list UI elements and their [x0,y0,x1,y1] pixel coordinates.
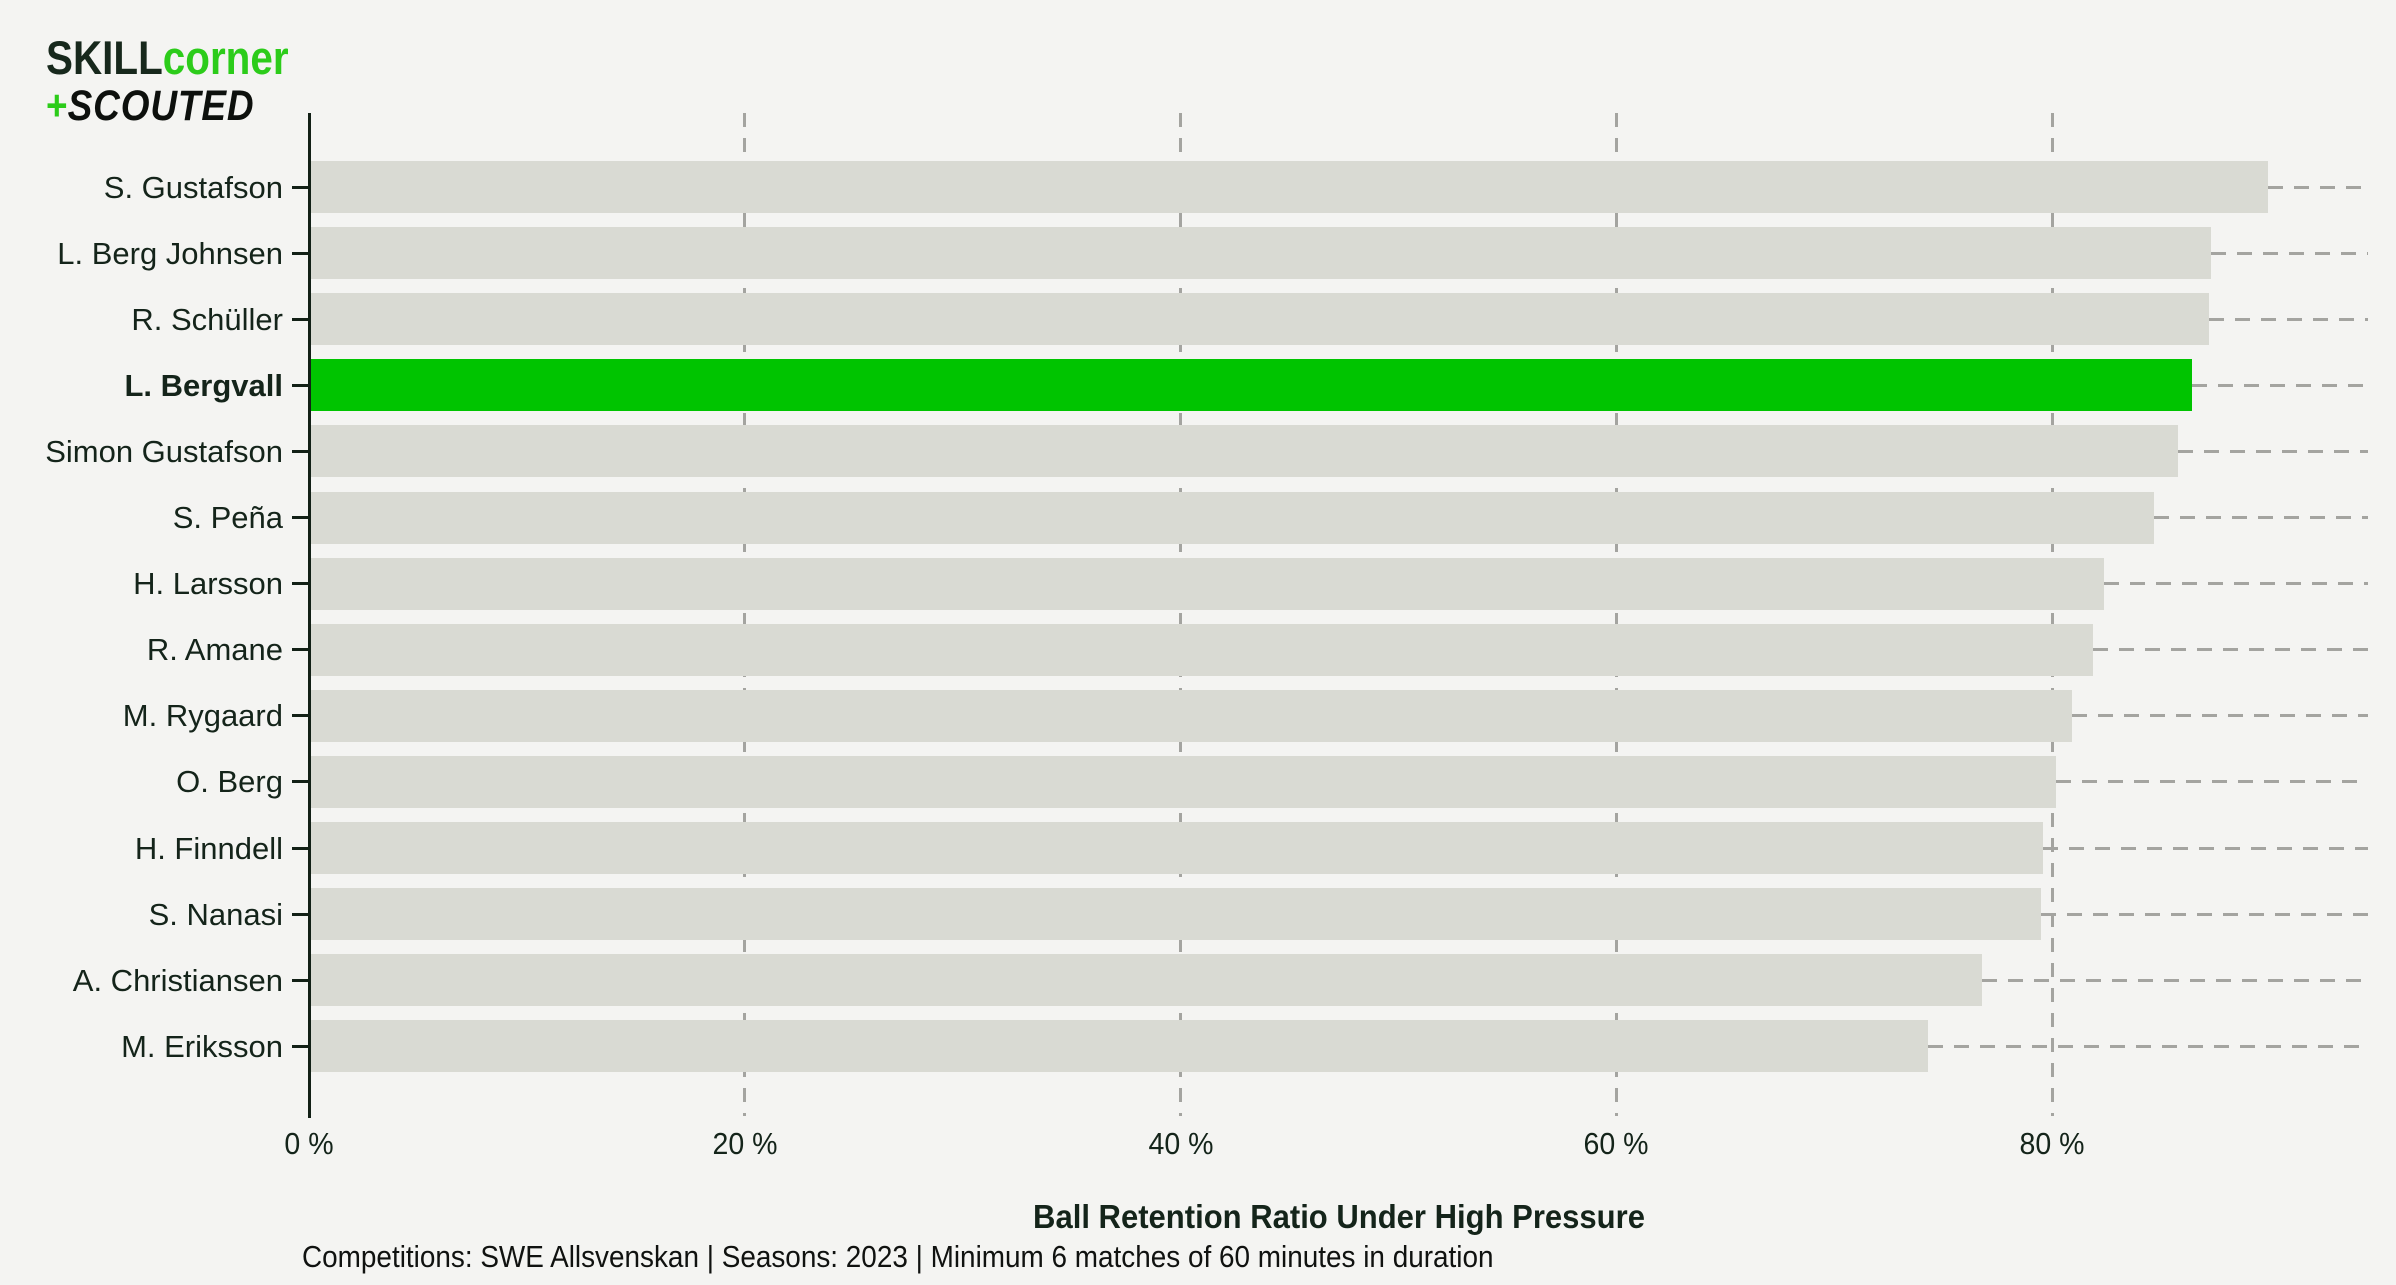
logo-plus-icon: + [46,82,68,130]
x-tick-label-40: 40 % [1148,1126,1214,1161]
y-tick [292,912,309,916]
bar-highlighted [311,359,2192,412]
x-tick-label-0: 0 % [284,1126,334,1161]
y-tick [292,780,309,784]
player-label: L. Berg Johnsen [57,235,283,271]
y-tick [292,648,309,652]
leader-line [1982,978,2368,982]
bar [311,888,2042,941]
bar [311,689,2072,742]
player-label: M. Eriksson [121,1028,283,1064]
player-label: Simon Gustafson [45,433,283,469]
leader-line [1927,1044,2368,1048]
bar [311,557,2105,610]
x-gridline-60 [1614,113,1618,1116]
chart-footnote: Competitions: SWE Allsvenskan | Seasons:… [302,1239,1494,1274]
leader-line [2208,317,2368,321]
leader-line [2043,846,2368,850]
y-axis-spine [308,113,311,1118]
bar [311,227,2212,280]
bar [311,755,2057,808]
player-label: R. Amane [146,632,283,668]
player-label: M. Rygaard [122,698,283,734]
leader-line [2211,251,2368,255]
logo-line-scouted: +SCOUTED [46,85,289,128]
y-tick [292,185,309,189]
y-tick [292,714,309,718]
logo-text-skill: SKILL [46,31,163,84]
y-tick [292,1044,309,1048]
leader-line [2104,582,2368,586]
x-axis-title: Ball Retention Ratio Under High Pressure [1033,1198,1645,1235]
skillcorner-scouted-logo: SKILLcorner +SCOUTED [46,34,289,128]
leader-line [2056,780,2368,784]
x-tick-label-20: 20 % [712,1126,778,1161]
y-tick [292,449,309,453]
bar [311,491,2155,544]
player-label: R. Schüller [131,301,283,337]
logo-text-corner: corner [162,31,289,84]
leader-line [2041,912,2368,916]
bar [311,293,2209,346]
player-label: A. Christiansen [72,962,283,998]
player-label: S. Gustafson [103,169,283,205]
logo-line-skillcorner: SKILLcorner [46,34,289,81]
bar [311,1020,1928,1073]
x-gridline-20 [743,113,747,1116]
bar [311,822,2044,874]
player-label: H. Larsson [133,566,283,602]
y-tick [292,516,309,519]
leader-line [2178,449,2368,453]
bar [311,161,2268,213]
y-tick [292,383,309,387]
bar [311,623,2094,676]
bar [311,954,1983,1007]
y-tick [292,582,309,586]
x-tick-label-80: 80 % [2019,1126,2085,1161]
player-label: L. Bergvall [124,367,284,403]
player-label: H. Finndell [134,830,283,866]
x-gridline-40 [1179,113,1183,1116]
leader-line [2191,383,2368,387]
player-label: S. Peña [172,500,283,535]
y-tick [292,251,309,255]
player-label: O. Berg [176,764,283,800]
leader-line [2093,648,2368,652]
y-tick [292,317,309,321]
player-label: S. Nanasi [148,896,283,932]
leader-line [2071,714,2368,718]
leader-line [2154,516,2368,519]
x-tick-label-60: 60 % [1583,1126,1649,1161]
x-gridline-80 [2050,113,2054,1116]
leader-line [2267,185,2368,189]
y-tick [292,978,309,982]
bar [311,425,2179,478]
y-tick [292,846,309,850]
logo-text-scouted: SCOUTED [67,82,255,130]
